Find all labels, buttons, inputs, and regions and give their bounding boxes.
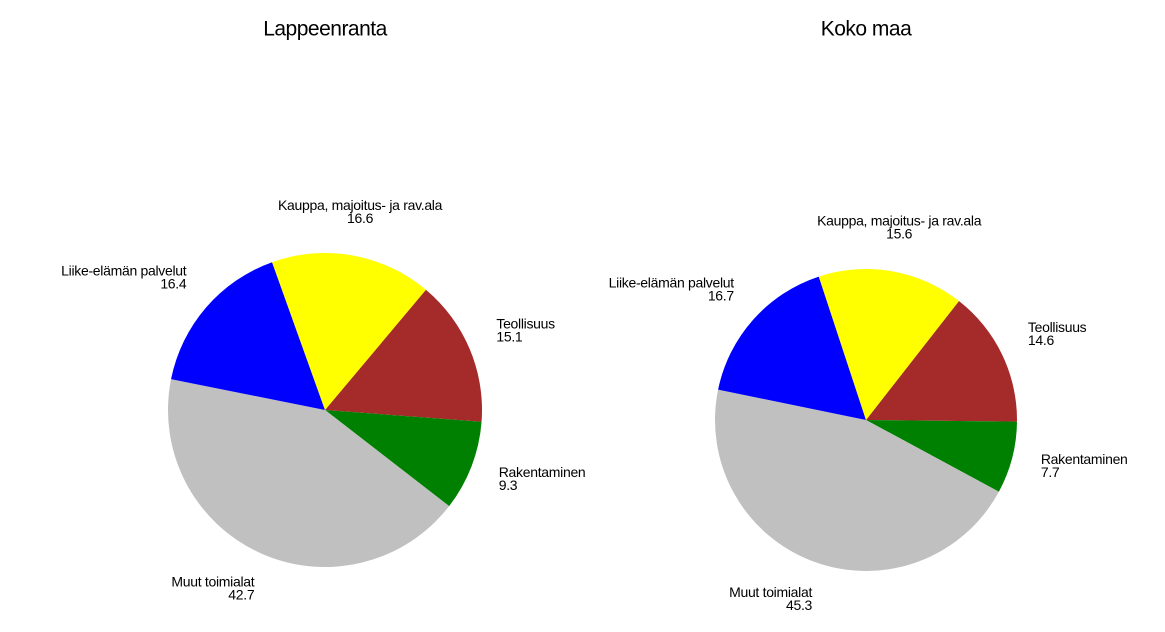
slice-label: Teollisuus bbox=[1028, 319, 1087, 335]
slice-label: Kauppa, majoitus- ja rav.ala bbox=[817, 213, 982, 229]
slice-value: 16.7 bbox=[708, 287, 735, 303]
slice-label: Rakentaminen bbox=[499, 464, 586, 480]
pie-slice bbox=[325, 289, 482, 422]
pie-slice bbox=[171, 262, 325, 410]
pie-slice bbox=[718, 276, 866, 420]
slice-value: 7.7 bbox=[1041, 464, 1060, 480]
chart-title: Lappeenranta bbox=[263, 18, 387, 41]
pie-slice bbox=[866, 301, 1018, 422]
pie-slice bbox=[866, 420, 1017, 492]
chart-title: Koko maa bbox=[821, 18, 912, 41]
pie-slice bbox=[818, 268, 959, 420]
slice-label: Teollisuus bbox=[496, 315, 555, 331]
slice-value: 15.6 bbox=[886, 226, 913, 242]
slice-label: Liike-elämän palvelut bbox=[61, 263, 187, 279]
slice-value: 16.4 bbox=[160, 276, 187, 292]
slice-value: 9.3 bbox=[499, 477, 518, 493]
slice-label: Muut toimialat bbox=[729, 584, 812, 600]
slice-label: Kauppa, majoitus- ja rav.ala bbox=[278, 197, 443, 213]
slice-value: 14.6 bbox=[1028, 332, 1055, 348]
pie-slice bbox=[325, 410, 482, 507]
pie-slice bbox=[272, 253, 426, 410]
slice-value: 15.1 bbox=[496, 328, 523, 344]
slice-value: 42.7 bbox=[228, 587, 255, 603]
pie-slice bbox=[167, 379, 450, 567]
pie-slice bbox=[715, 389, 999, 571]
slice-label: Liike-elämän palvelut bbox=[609, 274, 735, 290]
slice-label: Muut toimialat bbox=[171, 574, 254, 590]
slice-value: 45.3 bbox=[786, 597, 813, 613]
slice-label: Rakentaminen bbox=[1041, 451, 1128, 467]
slice-value: 16.6 bbox=[347, 210, 374, 226]
